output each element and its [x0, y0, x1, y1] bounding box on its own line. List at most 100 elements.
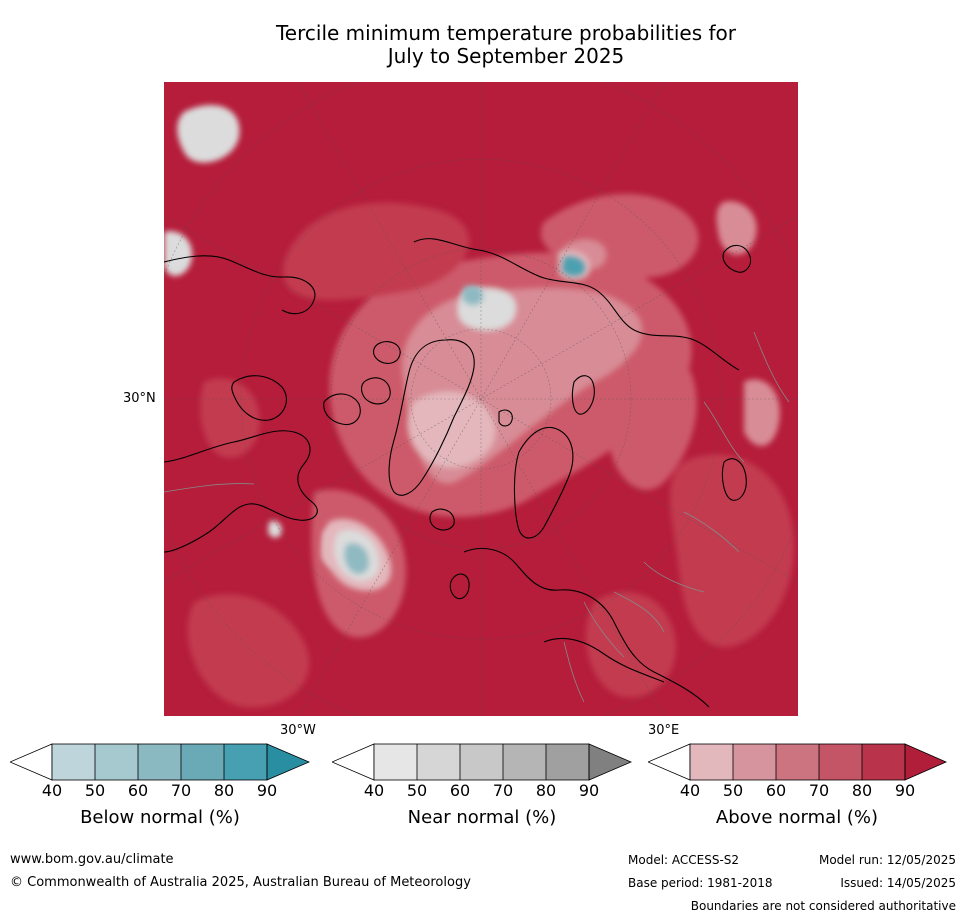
below-normal-patch [462, 285, 483, 306]
colorbar-cell [819, 744, 862, 780]
europe-coast [463, 547, 710, 708]
colorbar-near-label: Near normal (%) [407, 807, 557, 828]
below-normal-patch [562, 256, 586, 276]
below-normal-area [268, 256, 586, 591]
colorbar-above-normal [646, 743, 948, 785]
colorbar-cell [374, 744, 417, 780]
tick-label: 90 [256, 781, 278, 800]
svalbard-coast [498, 409, 513, 427]
latitude-circle [330, 248, 632, 550]
tick-label: 40 [41, 781, 63, 800]
map-svg [164, 82, 798, 716]
tick-label: 80 [535, 781, 557, 800]
borders [164, 331, 790, 703]
colorbar-cell [546, 744, 589, 780]
colorbar-extend-low [8, 743, 53, 781]
shade-region [200, 378, 260, 458]
coastlines [164, 238, 752, 708]
colorbar-cell [95, 744, 138, 780]
caspian-coast [721, 458, 747, 501]
shade-region [607, 344, 697, 490]
colorbar-cell [52, 744, 95, 780]
footer-base-period: Base period: 1981-2018 [628, 876, 773, 890]
tick-label: 60 [449, 781, 471, 800]
colorbar-extend-high [904, 743, 947, 781]
colorbar-extend-high [266, 743, 311, 781]
footer-disclaimer: Boundaries are not considered authoritat… [690, 899, 956, 913]
colorbar-above-svg [646, 743, 947, 781]
siberia-coast [413, 238, 740, 371]
iceland-coast [429, 508, 455, 531]
shade-region [187, 594, 310, 708]
map-title: Tercile minimum temperature probabilitie… [164, 22, 848, 68]
scandinavia-coast [513, 426, 574, 539]
alaska-coast [164, 255, 316, 315]
title-line-2: July to September 2025 [387, 44, 625, 68]
lon-label-30w: 30°W [280, 723, 316, 738]
tick-label: 50 [406, 781, 428, 800]
north-america-coast [164, 430, 318, 553]
shade-region [283, 202, 470, 301]
country-border [753, 331, 790, 403]
forecast-map [164, 82, 798, 716]
colorbar-cell [503, 744, 546, 780]
lat-label-30n: 30°N [123, 391, 156, 406]
footer-model: Model: ACCESS-S2 [628, 853, 740, 867]
colorbar-cell [862, 744, 905, 780]
footer-url: www.bom.gov.au/climate [10, 852, 174, 867]
japan-coast [722, 244, 752, 273]
tick-label: 50 [84, 781, 106, 800]
tick-label: 70 [492, 781, 514, 800]
footer-issued: Issued: 14/05/2025 [840, 876, 956, 890]
colorbar-cell [138, 744, 181, 780]
footer-model-run: Model run: 12/05/2025 [818, 853, 956, 867]
country-border [703, 401, 745, 463]
tick-label: 60 [765, 781, 787, 800]
tick-label: 70 [170, 781, 192, 800]
below-normal-patch [344, 543, 370, 575]
colorbar-below-label: Below normal (%) [80, 807, 240, 828]
colorbar-dividers [373, 743, 590, 781]
british-isles-coast [449, 573, 470, 600]
colorbar-cell [460, 744, 503, 780]
greenland-coast [388, 339, 475, 496]
footer-copyright: © Commonwealth of Australia 2025, Austra… [10, 875, 471, 890]
tick-label: 70 [808, 781, 830, 800]
tick-label: 90 [894, 781, 916, 800]
latitude-circle [410, 328, 552, 470]
colorbar-extend-high [588, 743, 633, 781]
country-border [164, 483, 255, 493]
mediterranean-coast [543, 637, 665, 683]
country-border [613, 591, 665, 633]
hudson-bay-coast [231, 375, 287, 421]
shade-region [177, 105, 240, 163]
colorbar-cell [224, 744, 267, 780]
colorbar-near-normal [330, 743, 633, 785]
colorbar-cell [417, 744, 460, 780]
colorbar-dividers [689, 743, 906, 781]
colorbar-above-label: Above normal (%) [715, 807, 879, 828]
country-border [683, 511, 740, 553]
tick-label: 80 [851, 781, 873, 800]
tick-label: 40 [363, 781, 385, 800]
probability-shading [164, 105, 794, 708]
below-normal-patch [268, 520, 282, 538]
colorbar-extend-low [646, 743, 691, 781]
colorbar-near-svg [330, 743, 633, 781]
colorbar-cell [181, 744, 224, 780]
colorbar-cell [733, 744, 776, 780]
colorbar-cell [690, 744, 733, 780]
tick-label: 60 [127, 781, 149, 800]
tick-label: 90 [578, 781, 600, 800]
shade-region [164, 231, 193, 277]
country-border [563, 641, 585, 703]
tick-label: 80 [213, 781, 235, 800]
novaya-zemlya-coast [571, 375, 595, 415]
title-line-1: Tercile minimum temperature probabilitie… [275, 21, 737, 45]
shade-region [408, 391, 496, 468]
colorbar-extend-low [330, 743, 375, 781]
shade-region [744, 379, 780, 446]
tick-label: 50 [722, 781, 744, 800]
lon-label-30e: 30°E [648, 723, 680, 738]
colorbar-below-svg [8, 743, 311, 781]
